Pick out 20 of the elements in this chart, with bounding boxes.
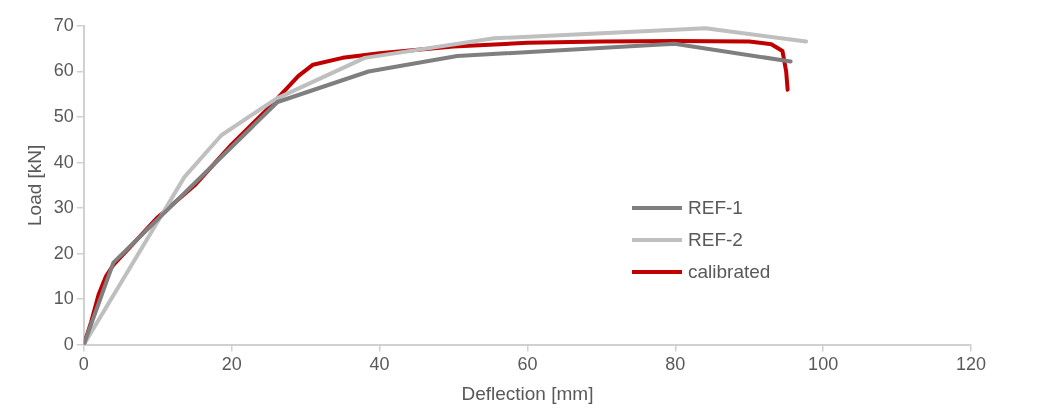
y-tick-label: 20: [53, 242, 74, 263]
y-tick-label: 60: [53, 60, 74, 81]
x-tick-label: 100: [808, 354, 839, 375]
x-tick-label: 80: [665, 354, 686, 375]
y-tick-label: 30: [53, 197, 74, 218]
x-tick-label: 40: [369, 354, 390, 375]
y-tick-label: 70: [53, 14, 74, 35]
x-axis-title: Deflection [mm]: [461, 382, 594, 404]
x-tick-label: 20: [221, 354, 242, 375]
x-tick-label: 60: [517, 354, 538, 375]
y-tick-label: 50: [53, 106, 74, 126]
x-tick-label: 120: [955, 354, 987, 375]
legend-label: calibrated: [688, 261, 771, 283]
y-tick-label: 40: [53, 151, 74, 172]
x-tick-label: 0: [78, 354, 89, 375]
y-tick-label: 0: [63, 333, 74, 354]
legend-label: REF-2: [688, 229, 743, 251]
y-axis-title: Load [kN]: [23, 144, 45, 226]
legend-label: REF-1: [688, 197, 743, 219]
y-tick-label: 10: [53, 288, 74, 309]
